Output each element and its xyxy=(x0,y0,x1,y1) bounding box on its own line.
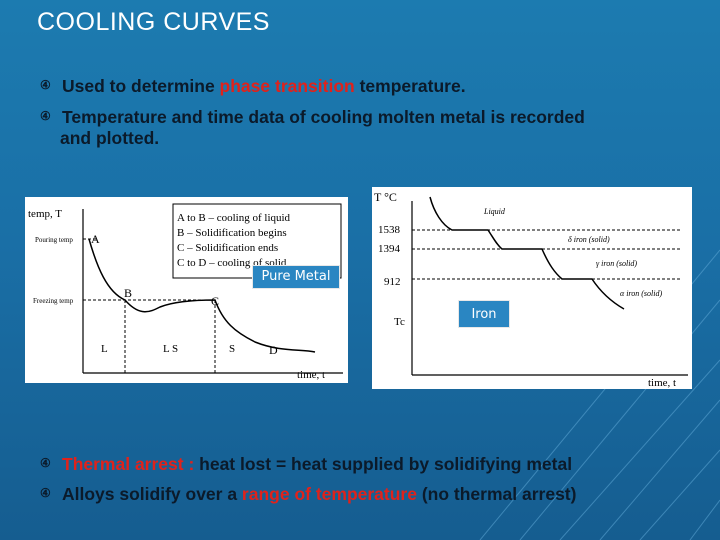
legend-line-3: C – Solidification ends xyxy=(177,242,278,254)
bullet-line-1: Temperature and time data of cooling mol… xyxy=(62,107,585,127)
pure-metal-chart-svg: temp, T Pouring temp Freezing temp A B C… xyxy=(28,203,343,381)
iron-chart-svg: T °C 1538 1394 912 Tc Liquid δ iron (sol… xyxy=(374,190,688,389)
tc-label: Tc xyxy=(394,316,405,328)
bullet-temperature-time: ④ Temperature and time data of cooling m… xyxy=(40,107,680,149)
bullet-thermal-arrest: ④ Thermal arrest : heat lost = heat supp… xyxy=(40,454,572,475)
pouring-temp-label: Pouring temp xyxy=(35,236,73,244)
bullet-text-end: (no thermal arrest) xyxy=(416,484,577,504)
phase-liquid: Liquid xyxy=(483,207,506,216)
phase-l: L xyxy=(101,343,108,355)
pure-metal-tag: Pure Metal xyxy=(252,265,340,289)
circled-4-icon: ④ xyxy=(40,486,51,500)
phase-delta: δ iron (solid) xyxy=(568,235,610,244)
circled-4-icon: ④ xyxy=(40,109,51,123)
bullet-text: Alloys solidify over a xyxy=(62,484,242,504)
phase-ls: L S xyxy=(163,343,178,355)
temp-912: 912 xyxy=(384,276,401,288)
slide-title: COOLING CURVES xyxy=(37,8,270,36)
temp-1394: 1394 xyxy=(378,243,401,255)
bullet-text-end: temperature. xyxy=(354,76,466,96)
point-b: B xyxy=(124,286,132,300)
bullet-line-2: and plotted. xyxy=(60,128,160,148)
point-d: D xyxy=(269,343,278,357)
freezing-temp-label: Freezing temp xyxy=(33,297,74,305)
point-a: A xyxy=(91,232,100,246)
iron-tag: Iron xyxy=(458,300,510,328)
circled-4-icon: ④ xyxy=(40,456,51,470)
x-axis-label: time, t xyxy=(648,377,676,389)
bullet-text: Used to determine xyxy=(62,76,220,96)
legend-line-1: A to B – cooling of liquid xyxy=(177,212,291,224)
y-axis-label: temp, T xyxy=(28,208,62,220)
bullet-phase-transition: ④ Used to determine phase transition tem… xyxy=(40,76,466,97)
pure-metal-cooling-curve: temp, T Pouring temp Freezing temp A B C… xyxy=(25,197,348,383)
circled-4-icon: ④ xyxy=(40,78,51,92)
temp-1538: 1538 xyxy=(378,224,401,236)
bullet-highlight: range of temperature xyxy=(241,484,417,504)
phase-alpha: α iron (solid) xyxy=(620,289,662,298)
phase-s: S xyxy=(229,343,235,355)
bullet-highlight: phase transition xyxy=(219,76,355,96)
legend-line-2: B – Solidification begins xyxy=(177,227,287,239)
iron-cooling-curve: T °C 1538 1394 912 Tc Liquid δ iron (sol… xyxy=(372,187,692,389)
x-axis-label: time, t xyxy=(297,369,325,381)
bullet-text: heat lost = heat supplied by solidifying… xyxy=(199,454,573,474)
y-axis-label: T °C xyxy=(374,190,397,204)
bullet-alloys: ④ Alloys solidify over a range of temper… xyxy=(40,484,576,505)
bullet-highlight: Thermal arrest : xyxy=(62,454,200,474)
phase-gamma: γ iron (solid) xyxy=(596,259,637,268)
point-c: C xyxy=(211,294,219,308)
